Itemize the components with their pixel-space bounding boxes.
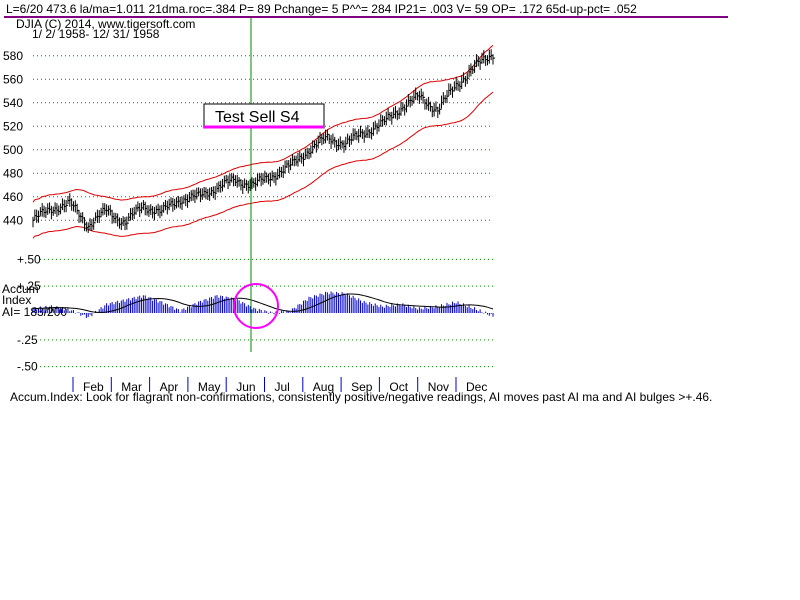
month-label: Nov <box>428 380 449 394</box>
accum-bars <box>32 291 494 319</box>
bands <box>32 45 494 239</box>
header-line-2: DJIA (C) 2014, www.tigersoft.com <box>16 17 195 31</box>
accum-label: Accum <box>2 282 39 296</box>
price-tick-label: 520 <box>3 119 23 133</box>
price-tick-label: 480 <box>3 166 23 180</box>
price-tick-label: 560 <box>3 72 23 86</box>
signal-circle <box>233 283 279 329</box>
price-tick-label: 540 <box>3 96 23 110</box>
accum-reading: AI= 183/200 <box>2 305 67 319</box>
price-tick-label: 580 <box>3 49 23 63</box>
signal-label: Test Sell S4 <box>215 109 300 126</box>
month-label: Sep <box>351 380 373 394</box>
price-tick-label: 460 <box>3 190 23 204</box>
month-label: Aug <box>313 380 334 394</box>
signal-label-box <box>203 103 325 129</box>
month-label: Jun <box>236 380 255 394</box>
upper-band <box>32 45 494 203</box>
accum-ma <box>32 293 494 313</box>
price-tick-label: 440 <box>3 213 23 227</box>
month-label: Dec <box>466 380 487 394</box>
accum-axis: +.50 +.25 -.25 -.50 <box>17 252 41 373</box>
accum-tick-label: -.50 <box>17 360 38 374</box>
header-line-1: L=6/20 473.6 la/ma=1.011 21dma.roc=.384 … <box>6 2 637 16</box>
month-label: Oct <box>389 380 408 394</box>
price-axis: 440 460 480 500 520 540 560 580 <box>3 49 23 228</box>
price-bars <box>32 49 495 233</box>
accum-tick-label: +.50 <box>17 252 41 266</box>
month-label: Jul <box>275 380 290 394</box>
month-label: Mar <box>121 380 142 394</box>
accum-label-2: Index <box>2 293 31 307</box>
footer-note: Accum.Index: Look for flagrant non-confi… <box>10 390 712 404</box>
price-tick-label: 500 <box>3 143 23 157</box>
accum-tick-label: +.25 <box>17 279 41 293</box>
month-label: Apr <box>160 380 179 394</box>
month-label: May <box>198 380 221 394</box>
lower-band <box>32 91 494 239</box>
month-label: Feb <box>83 380 104 394</box>
header-line-3: 1/ 2/ 1958- 12/ 31/ 1958 <box>32 27 160 41</box>
accum-tick-label: -.25 <box>17 333 38 347</box>
price-grid <box>33 55 493 221</box>
month-axis: Feb Mar Apr May Jun Jul Aug Sep Oct Nov Dec <box>72 377 487 394</box>
accum-ma-line <box>32 293 494 313</box>
